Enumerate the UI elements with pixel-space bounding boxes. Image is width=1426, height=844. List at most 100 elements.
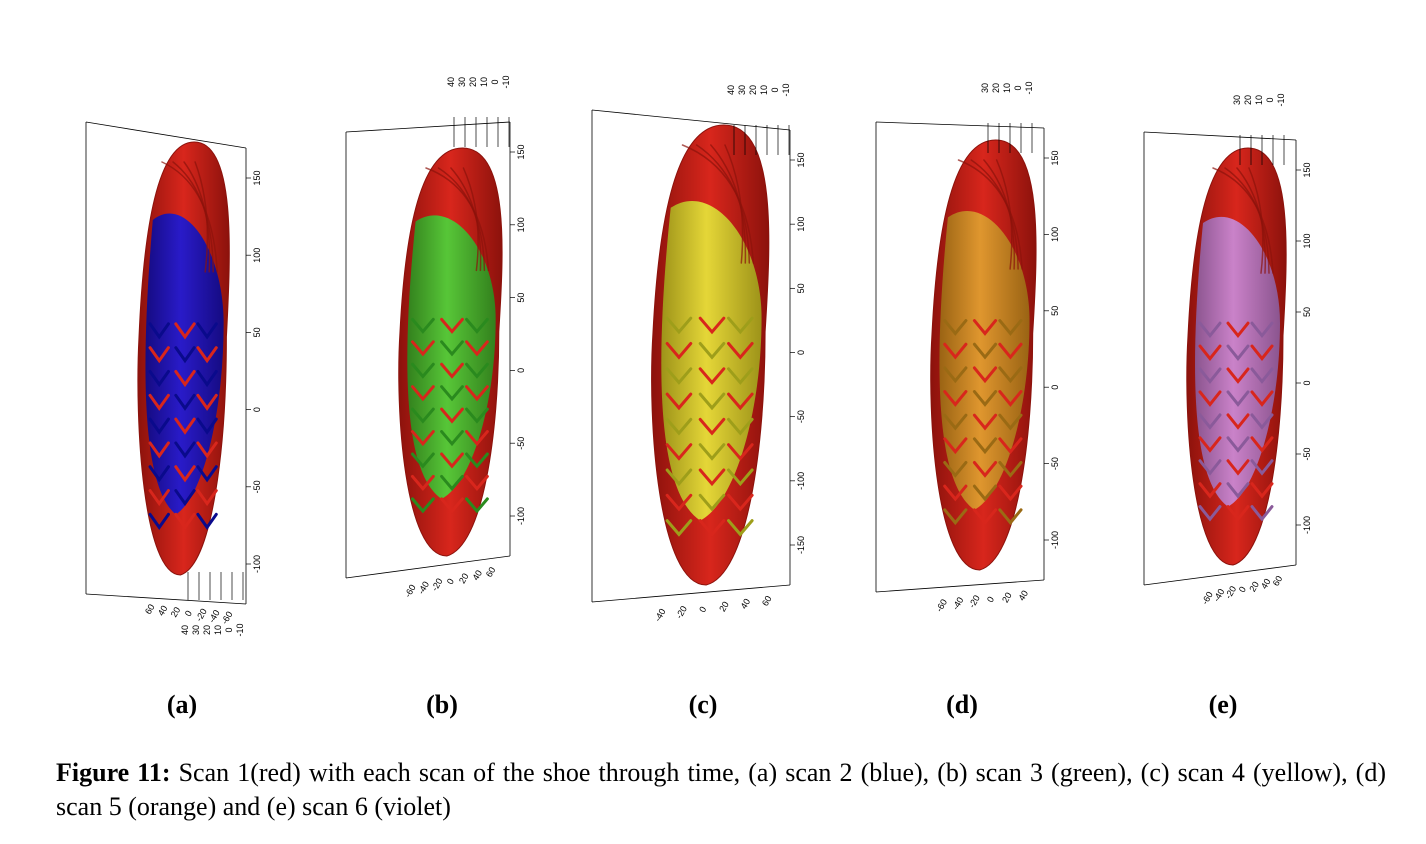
y-tick-label: -100 — [1050, 531, 1060, 549]
z-tick-label: 30 — [457, 77, 467, 87]
z-tick-label: 0 — [490, 79, 500, 84]
y-axis: 150 100 50 0 -50 -100 — [510, 144, 526, 525]
y-tick-label: 0 — [516, 368, 526, 373]
tread-pattern — [943, 159, 1023, 526]
tread-pattern — [148, 161, 218, 530]
z-tick-label: 30 — [1232, 95, 1242, 105]
z-axis: 40 30 20 10 0 -10 — [446, 75, 511, 147]
x-tick-label: -40 — [652, 607, 667, 623]
z-tick-label: 10 — [1002, 83, 1012, 93]
tread-pattern — [410, 167, 490, 514]
x-tick-label: 20 — [169, 605, 183, 619]
y-tick-label: 50 — [252, 327, 262, 337]
y-tick-label: -50 — [252, 480, 262, 493]
y-tick-label: 150 — [1302, 162, 1312, 177]
x-tick-label: 0 — [1237, 585, 1248, 594]
x-tick-label: 40 — [739, 597, 753, 611]
y-tick-label: -50 — [516, 437, 526, 450]
z-tick-label: 30 — [191, 625, 201, 635]
y-tick-label: 0 — [252, 407, 262, 412]
x-tick-label: 40 — [1016, 589, 1030, 603]
y-tick-label: -50 — [1302, 447, 1312, 460]
y-tick-label: -150 — [796, 536, 806, 554]
x-tick-label: 0 — [445, 577, 456, 586]
figure-caption: Figure 11: Scan 1(red) with each scan of… — [56, 756, 1386, 824]
x-tick-label: 0 — [697, 605, 708, 614]
y-tick-label: 150 — [1050, 150, 1060, 165]
x-tick-label: 40 — [156, 604, 170, 618]
y-tick-label: -100 — [516, 507, 526, 525]
z-tick-label: 20 — [991, 83, 1001, 93]
z-tick-label: 20 — [1243, 95, 1253, 105]
overlay-scan-blue — [145, 213, 224, 515]
x-tick-label: 0 — [985, 595, 996, 604]
z-tick-label: 30 — [737, 85, 747, 95]
y-tick-label: 50 — [1302, 307, 1312, 317]
z-tick-label: -10 — [1276, 93, 1286, 106]
tread-pattern — [1198, 167, 1274, 522]
caption-title: Figure 11: — [56, 758, 171, 787]
y-tick-label: 100 — [796, 217, 806, 232]
x-tick-label: -60 — [219, 610, 234, 626]
x-tick-label: 20 — [457, 572, 471, 586]
x-tick-label: 60 — [1271, 574, 1285, 588]
y-axis: 150 100 50 0 -50 -100 — [246, 170, 262, 573]
x-tick-label: 40 — [1259, 577, 1273, 591]
x-tick-label: 20 — [1000, 591, 1014, 605]
z-tick-label: 20 — [202, 625, 212, 635]
y-tick-label: 0 — [1050, 385, 1060, 390]
z-tick-label: 20 — [748, 85, 758, 95]
z-tick-label: -10 — [781, 83, 791, 96]
axis-box — [85, 121, 247, 605]
z-tick-label: 10 — [1254, 95, 1264, 105]
z-tick-label: -10 — [235, 623, 245, 636]
x-tick-label: 20 — [717, 600, 731, 614]
y-tick-label: -50 — [1050, 457, 1060, 470]
caption-text: Scan 1(red) with each scan of the shoe t… — [56, 758, 1386, 821]
axis-box — [345, 121, 511, 579]
x-tick-label: 60 — [484, 565, 498, 579]
y-tick-label: 50 — [796, 283, 806, 293]
y-tick-label: 100 — [1302, 233, 1312, 248]
axis-box — [875, 121, 1045, 593]
z-tick-label: 0 — [1265, 97, 1275, 102]
y-tick-label: 50 — [1050, 306, 1060, 316]
x-tick-label: 60 — [760, 594, 774, 608]
x-axis: -40 -20 0 20 40 60 — [652, 594, 773, 623]
y-tick-label: -100 — [1302, 516, 1312, 534]
x-tick-label: -60 — [934, 597, 949, 613]
z-axis: 40 30 20 10 0 -10 — [180, 572, 245, 637]
panel-label-e: (e) — [1208, 690, 1238, 719]
z-tick-label: 30 — [980, 83, 990, 93]
z-tick-label: 10 — [759, 85, 769, 95]
z-tick-label: 40 — [446, 77, 456, 87]
y-tick-label: 100 — [1050, 227, 1060, 242]
y-tick-label: -100 — [796, 472, 806, 490]
x-tick-label: -20 — [674, 604, 689, 620]
z-axis: 30 20 10 0 -10 — [1232, 93, 1286, 165]
x-tick-label: -20 — [1223, 584, 1238, 600]
overlay-scan-orange — [939, 211, 1030, 510]
x-tick-label: -20 — [429, 577, 444, 593]
y-tick-label: 0 — [1302, 380, 1312, 385]
z-tick-label: 0 — [1013, 85, 1023, 90]
panel-label-b: (b) — [426, 690, 458, 719]
y-tick-label: 100 — [252, 248, 262, 263]
axis-box — [1143, 131, 1297, 586]
x-axis: -60 -40 -20 0 20 40 — [934, 589, 1030, 614]
panel-label-c: (c) — [688, 690, 718, 719]
panel-label-d: (d) — [946, 690, 978, 719]
tread-pattern — [665, 144, 755, 537]
axis-box — [591, 109, 791, 603]
y-tick-label: -100 — [252, 555, 262, 573]
overlay-scan-violet — [1195, 216, 1280, 507]
z-tick-label: 10 — [213, 625, 223, 635]
x-tick-label: 60 — [143, 602, 157, 616]
